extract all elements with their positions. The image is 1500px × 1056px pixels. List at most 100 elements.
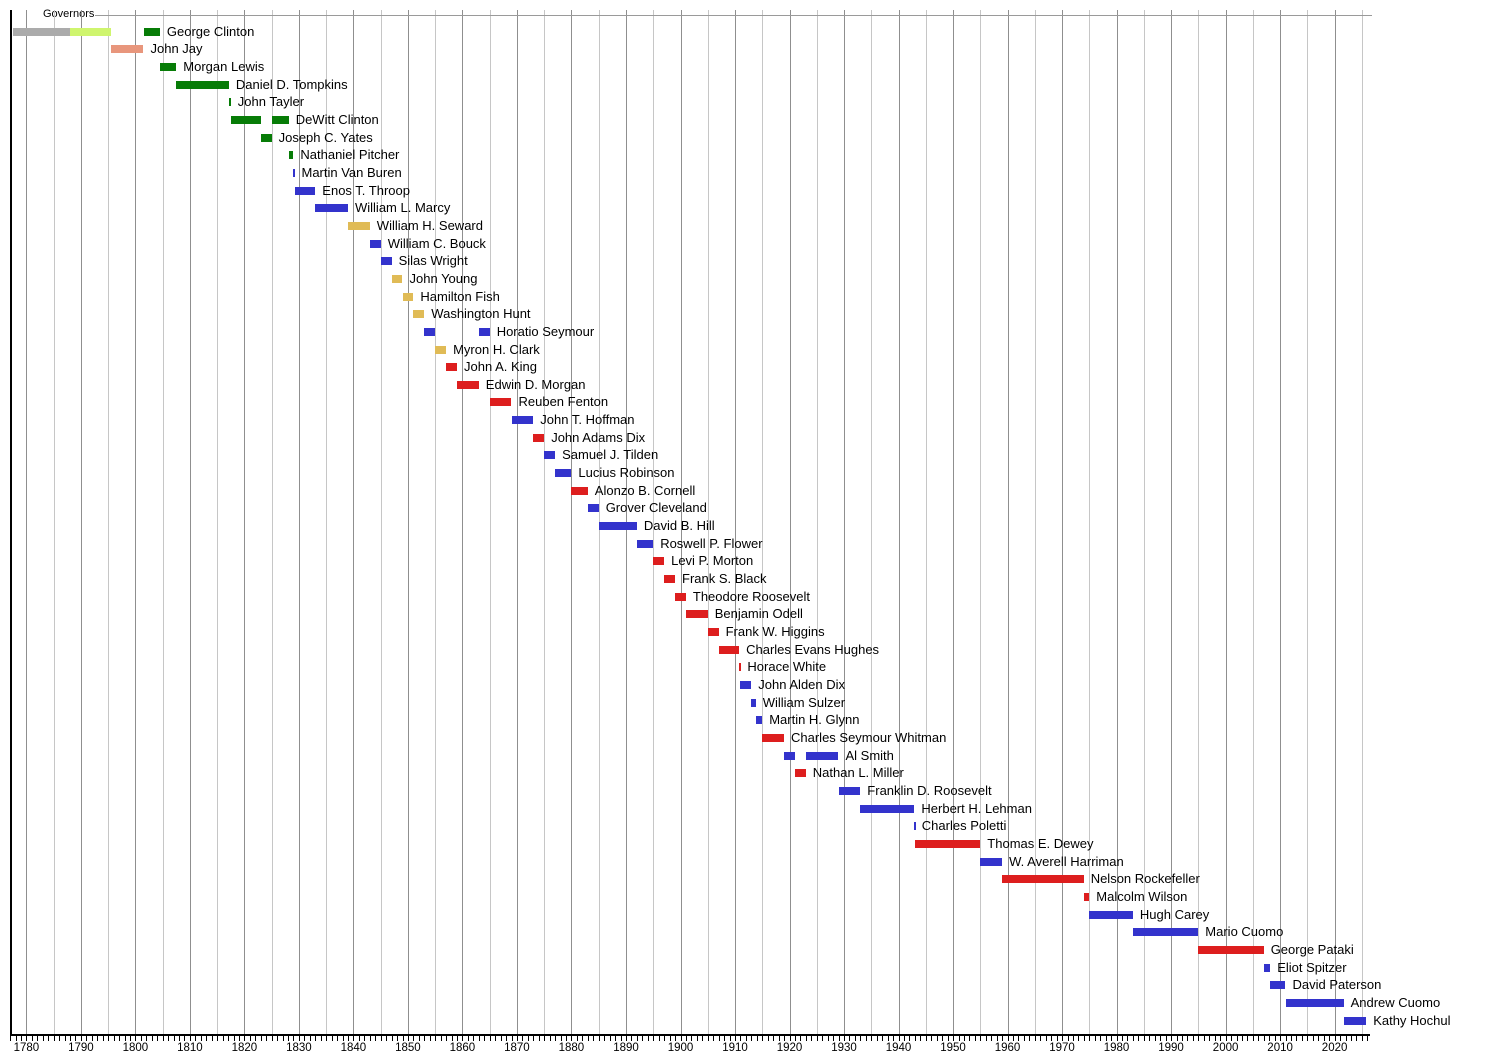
axis-tick — [1034, 1036, 1036, 1041]
axis-tick — [1318, 1036, 1320, 1041]
axis-tick — [1122, 1036, 1123, 1041]
governor-term-bar — [424, 327, 436, 336]
axis-tick — [478, 1036, 480, 1041]
governor-name-label: Daniel D. Tompkins — [235, 76, 348, 92]
governor-name-label: John Alden Dix — [758, 677, 846, 693]
axis-tick — [669, 1036, 671, 1041]
gridline — [980, 10, 982, 1034]
gridline — [489, 10, 491, 1034]
governor-name-label: John Jay — [150, 41, 203, 57]
governor-name-label: William L. Marcy — [355, 200, 451, 216]
axis-tick — [1067, 1036, 1069, 1041]
governor-name-label: Enos T. Throop — [322, 182, 410, 198]
governor-name-label: William C. Bouck — [387, 235, 486, 251]
axis-tick — [1192, 1036, 1194, 1041]
axis-tick — [800, 1036, 802, 1041]
axis-year-label: 1870 — [504, 1042, 530, 1054]
axis-tick — [555, 1036, 557, 1041]
governor-name-label: George Pataki — [1270, 942, 1354, 957]
axis-tick — [909, 1036, 911, 1041]
governor-term-bar — [110, 45, 144, 54]
axis-tick — [871, 1036, 873, 1041]
axis-year-label: 1980 — [1103, 1042, 1130, 1054]
axis-tick — [931, 1036, 933, 1041]
axis-tick — [974, 1036, 976, 1041]
axis-tick — [604, 1036, 606, 1041]
axis-tick — [1018, 1036, 1020, 1041]
axis-tick — [789, 1036, 791, 1041]
axis-tick — [1007, 1036, 1009, 1041]
axis-tick — [380, 1036, 382, 1041]
gridline — [353, 10, 355, 1034]
governor-name-label: W. Averell Harriman — [1009, 853, 1124, 869]
axis-tick — [255, 1036, 257, 1041]
governor-name-label: Grover Cleveland — [605, 500, 707, 516]
axis-year-label: 1970 — [1049, 1042, 1075, 1054]
axis-year-label: 1820 — [231, 1042, 258, 1054]
axis-tick — [925, 1036, 927, 1041]
governor-term-bar — [380, 257, 392, 266]
axis-tick — [1220, 1036, 1222, 1041]
governor-name-label: Reuben Fenton — [518, 394, 609, 410]
axis-tick — [675, 1036, 676, 1041]
governor-term-bar — [293, 168, 296, 177]
axis-tick — [980, 1036, 982, 1041]
axis-tick — [222, 1036, 224, 1041]
axis-tick — [1154, 1036, 1156, 1041]
governor-term-bar — [271, 115, 289, 124]
axis-tick — [429, 1036, 431, 1041]
axis-year-label: 1850 — [395, 1042, 421, 1054]
governor-name-label: William H. Seward — [376, 217, 483, 233]
governor-term-bar — [740, 681, 752, 690]
axis-tick — [636, 1036, 638, 1041]
axis-tick — [936, 1036, 938, 1041]
governor-term-bar — [664, 575, 675, 584]
governor-term-bar — [675, 592, 686, 601]
axis-tick — [1171, 1036, 1172, 1041]
axis-tick — [680, 1036, 682, 1041]
axis-tick — [784, 1036, 785, 1041]
governor-term-bar — [762, 734, 784, 743]
gridline — [189, 10, 191, 1034]
axis-tick — [59, 1036, 61, 1041]
governor-term-bar — [315, 204, 348, 213]
chart-title: Governors — [43, 8, 95, 20]
axis-tick — [446, 1036, 448, 1041]
gridline — [271, 10, 273, 1034]
governor-name-label: William Sulzer — [762, 694, 846, 710]
axis-tick — [309, 1036, 311, 1041]
axis-tick — [1345, 1036, 1347, 1041]
axis-tick — [653, 1036, 655, 1041]
axis-tick — [326, 1036, 328, 1041]
gridline — [1334, 10, 1336, 1034]
axis-tick — [1083, 1036, 1085, 1041]
governor-name-label: Nathan L. Miller — [812, 765, 904, 781]
governor-name-label: Martin H. Glynn — [769, 712, 860, 728]
axis-tick — [162, 1036, 164, 1041]
axis-tick — [1089, 1036, 1091, 1041]
axis-tick — [1312, 1036, 1314, 1041]
axis-tick — [691, 1036, 693, 1041]
axis-tick — [418, 1036, 420, 1041]
governor-name-label: Herbert H. Lehman — [921, 800, 1032, 816]
governor-term-bar — [533, 433, 545, 442]
axis-tick — [70, 1036, 71, 1041]
governor-name-label: George Clinton — [166, 23, 255, 39]
governor-name-label: Frank W. Higgins — [725, 624, 825, 640]
governor-name-label: Kathy Hochul — [1373, 1012, 1451, 1028]
axis-tick — [1350, 1036, 1352, 1041]
governor-name-label: Horatio Seymour — [496, 323, 595, 339]
axis-tick — [794, 1036, 796, 1041]
axis-tick — [206, 1036, 208, 1041]
gridline — [1361, 10, 1363, 1034]
governor-name-label: Malcolm Wilson — [1096, 889, 1188, 904]
axis-tick — [102, 1036, 104, 1041]
axis-year-label: 1810 — [177, 1042, 203, 1054]
axis-tick — [996, 1036, 998, 1041]
axis-tick — [495, 1036, 497, 1041]
axis-tick — [1356, 1036, 1358, 1041]
governor-name-label: Eliot Spitzer — [1277, 959, 1347, 975]
axis-tick — [1258, 1036, 1260, 1041]
governor-term-bar — [294, 186, 316, 195]
governor-name-label: Martin Van Buren — [301, 164, 402, 180]
